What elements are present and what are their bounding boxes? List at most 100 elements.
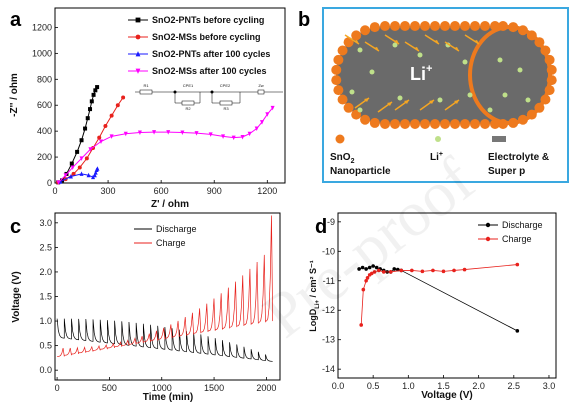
- x-tick-label-a: 600: [154, 186, 169, 196]
- axis-ticks-d: 0.0 0.5 1.0 1.5 2.0 2.5 3.0 -14 -13 -12 -11 -10 -9: [322, 217, 555, 391]
- sno2-particle: [380, 21, 390, 31]
- data-point-d-1: [452, 268, 456, 273]
- y-tick-label-c: 0.0: [39, 365, 52, 375]
- y-tick-label-c: 1.0: [39, 316, 52, 326]
- plot-frame-d: [337, 212, 557, 379]
- legend-electrolyte-line2: Super p: [488, 166, 525, 177]
- ylabel-d: LogDLi+ / cm² S⁻¹: [308, 260, 321, 332]
- legend-d: Discharge Charge: [478, 220, 543, 244]
- panel-label-c: c: [10, 216, 21, 238]
- li-ion-dot: [417, 52, 423, 58]
- li-ion-dot: [525, 97, 531, 103]
- data-point-a-1: [103, 123, 108, 128]
- data-point-a-3: [240, 134, 245, 140]
- sno2-particle: [333, 85, 344, 96]
- data-point-a-3: [109, 134, 114, 139]
- diffusion-arrowhead: [429, 100, 434, 104]
- data-point-a-0: [89, 99, 94, 104]
- data-point-d-1: [410, 268, 414, 273]
- axis-ticks-c: 0 500 1000 1500 2000 0.0 0.5 1.0 1.5 2.0 2.5 3.0: [39, 218, 276, 393]
- xlabel-d: Voltage (V): [421, 390, 472, 401]
- data-point-a-3: [99, 139, 103, 145]
- data-point-a-1: [71, 171, 76, 176]
- y-tick-label-d: -13: [322, 335, 335, 345]
- data-point-a-0: [85, 116, 90, 121]
- li-ion-dot: [349, 89, 355, 95]
- li-ion-dot: [437, 97, 443, 103]
- x-tick-label-d: 3.0: [543, 381, 556, 391]
- x-tick-label-d: 1.0: [402, 381, 415, 391]
- panel-label-a: a: [10, 9, 22, 31]
- data-point-a-0: [95, 85, 100, 90]
- sno2-particle: [460, 21, 470, 31]
- li-ion-dot: [502, 92, 508, 98]
- data-point-a-0: [83, 126, 88, 131]
- legend-sno2: SnO2: [330, 152, 355, 165]
- li-ion-dot: [467, 92, 473, 98]
- diffusion-arrowhead: [454, 100, 459, 104]
- data-point-d-1: [359, 323, 364, 327]
- diffusion-arrowhead: [414, 47, 419, 51]
- data-point-a-2: [68, 174, 73, 179]
- series-d: [357, 262, 520, 333]
- series-line-a-3: [58, 107, 274, 183]
- y-tick-label-c: 1.5: [39, 292, 52, 302]
- data-point-a-1: [115, 103, 120, 108]
- legend-marker-a-1: [135, 34, 141, 40]
- legend-label-d-1: Charge: [502, 234, 532, 244]
- series-c: [56, 215, 274, 362]
- sno2-particle: [410, 119, 420, 129]
- data-point-a-3: [152, 130, 157, 135]
- data-point-a-3: [166, 130, 171, 135]
- x-tick-label-d: 0.5: [367, 381, 380, 391]
- li-ion-dot: [392, 42, 398, 48]
- data-point-d-1: [431, 268, 435, 273]
- data-point-d-0: [357, 267, 361, 271]
- x-tick-label-d: 2.5: [508, 381, 521, 391]
- legend-label-a-2: SnO2-PNTs after 100 cycles: [152, 49, 270, 59]
- y-tick-label-d: -11: [323, 276, 335, 286]
- x-tick-label-d: 1.5: [437, 381, 450, 391]
- data-point-a-3: [123, 131, 128, 137]
- circuit-label-zw: Zw: [258, 83, 263, 88]
- data-point-a-1: [84, 156, 89, 161]
- legend-li: Li+: [430, 151, 443, 163]
- data-point-a-1: [109, 113, 114, 118]
- data-point-a-2: [86, 172, 91, 178]
- sno2-particle: [360, 114, 371, 125]
- nanotube-schematic: Li+: [331, 21, 557, 129]
- li-ion-dots: [349, 42, 531, 113]
- series-line-c-0: [56, 318, 273, 362]
- li-ion-dot: [487, 107, 493, 113]
- sno2-particle-shell: [331, 21, 557, 129]
- y-tick-label-d: -14: [322, 364, 335, 374]
- sno2-particle: [460, 119, 470, 129]
- x-tick-label-d: 0.0: [332, 381, 345, 391]
- sno2-particle: [450, 119, 460, 129]
- data-point-d-1: [364, 278, 368, 283]
- y-tick-label-a: 0: [47, 178, 52, 188]
- data-point-d-0: [367, 265, 372, 270]
- y-tick-label-d: -9: [327, 217, 335, 227]
- data-point-d-1: [372, 270, 377, 274]
- end-cap-ring: [468, 25, 552, 125]
- y-tick-label-c: 0.5: [39, 341, 52, 351]
- legend-c: Discharge Charge: [134, 224, 197, 248]
- data-point-a-2: [95, 166, 100, 171]
- x-tick-label-a: 1200: [257, 186, 277, 196]
- li-ion-dot: [517, 67, 523, 73]
- li-ion-dot: [357, 107, 363, 113]
- data-point-d-1: [381, 270, 386, 274]
- sno2-particle: [480, 119, 490, 129]
- y-tick-label-c: 2.0: [39, 267, 52, 277]
- y-tick-label-d: -10: [322, 246, 335, 256]
- x-tick-label-a: 300: [101, 186, 116, 196]
- data-point-a-3: [56, 180, 61, 185]
- data-point-a-0: [93, 88, 98, 93]
- sno2-particle: [390, 119, 400, 129]
- panel-label-d: d: [315, 216, 327, 238]
- data-point-a-0: [88, 107, 93, 112]
- data-point-d-1: [462, 267, 467, 272]
- legend-electrolyte: Electrolyte &: [488, 152, 549, 163]
